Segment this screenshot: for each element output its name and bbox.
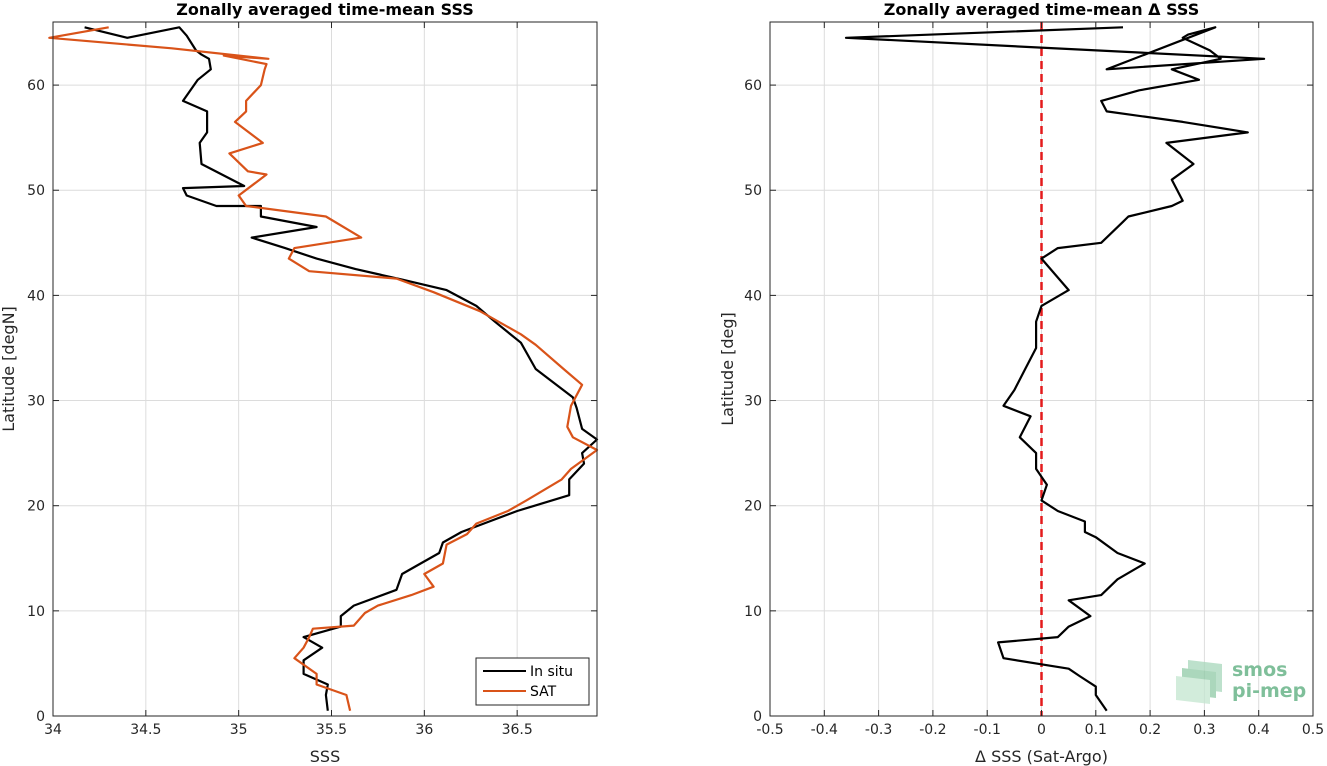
x-tick-label: 0.2 xyxy=(1139,722,1161,738)
x-tick-label: 36 xyxy=(415,722,433,738)
x-tick-label: -0.2 xyxy=(919,722,946,738)
x-tick-label: -0.5 xyxy=(756,722,783,738)
y-tick-label: 50 xyxy=(27,183,45,199)
x-tick-label: 0.3 xyxy=(1193,722,1215,738)
y-tick-label: 20 xyxy=(27,499,45,515)
legend-label-in-situ: In situ xyxy=(530,664,573,680)
series-line-sat xyxy=(48,26,599,711)
x-tick-label: 35.5 xyxy=(316,722,347,738)
x-tick-label: 34.5 xyxy=(130,722,161,738)
y-tick-label: 30 xyxy=(744,394,762,410)
logo-line2: pi-mep xyxy=(1232,680,1306,702)
x-axis-label: SSS xyxy=(310,747,340,766)
x-tick-label: 35 xyxy=(230,722,248,738)
y-tick-label: 40 xyxy=(744,288,762,304)
x-axis-label: Δ SSS (Sat-Argo) xyxy=(975,747,1108,766)
y-tick-label: 20 xyxy=(744,499,762,515)
y-tick-label: 10 xyxy=(27,604,45,620)
chart-title: Zonally averaged time-mean Δ SSS xyxy=(884,0,1200,19)
x-tick-label: 36.5 xyxy=(502,722,533,738)
chart-title: Zonally averaged time-mean SSS xyxy=(176,0,474,19)
x-tick-label: -0.1 xyxy=(974,722,1001,738)
x-tick-label: -0.4 xyxy=(811,722,838,738)
x-tick-label: 34 xyxy=(44,722,62,738)
x-tick-label: 0.5 xyxy=(1302,722,1324,738)
delta-sss-line xyxy=(844,26,1266,712)
axes-frame xyxy=(52,21,598,717)
y-tick-label: 60 xyxy=(27,78,45,94)
y-axis-label: Latitude [degN] xyxy=(0,306,18,432)
y-tick-label: 0 xyxy=(36,709,45,725)
logo-line1: smos xyxy=(1232,659,1287,681)
wave-logo-icon xyxy=(1176,660,1222,704)
x-tick-label: 0.1 xyxy=(1085,722,1107,738)
y-tick-label: 30 xyxy=(27,394,45,410)
delta-sss-chart: -0.5 -0.4 -0.3 -0.2 -0.1 0 0.1 0.2 0.3 0.4 0.5 0 10 2… xyxy=(718,0,1324,766)
legend-label-sat: SAT xyxy=(530,684,557,700)
legend-box xyxy=(475,657,590,706)
smos-pi-mep-logo: smos pi-mep xyxy=(1176,659,1306,704)
y-tick-label: 60 xyxy=(744,78,762,94)
y-tick-label: 50 xyxy=(744,183,762,199)
y-tick-label: 10 xyxy=(744,604,762,620)
legend: In situ SAT xyxy=(475,657,590,706)
x-tick-label: -0.3 xyxy=(865,722,892,738)
y-axis-label: Latitude [deg] xyxy=(718,312,737,426)
y-tick-label: 40 xyxy=(27,288,45,304)
x-tick-label: 0 xyxy=(1037,722,1046,738)
series-line-in-situ xyxy=(84,26,599,711)
x-tick-label: 0.4 xyxy=(1248,722,1270,738)
sss-chart: 34 34.5 35 35.5 36 36.5 0 10 20 30 40 50 60 Zonally a… xyxy=(0,0,599,766)
y-tick-label: 0 xyxy=(753,709,762,725)
